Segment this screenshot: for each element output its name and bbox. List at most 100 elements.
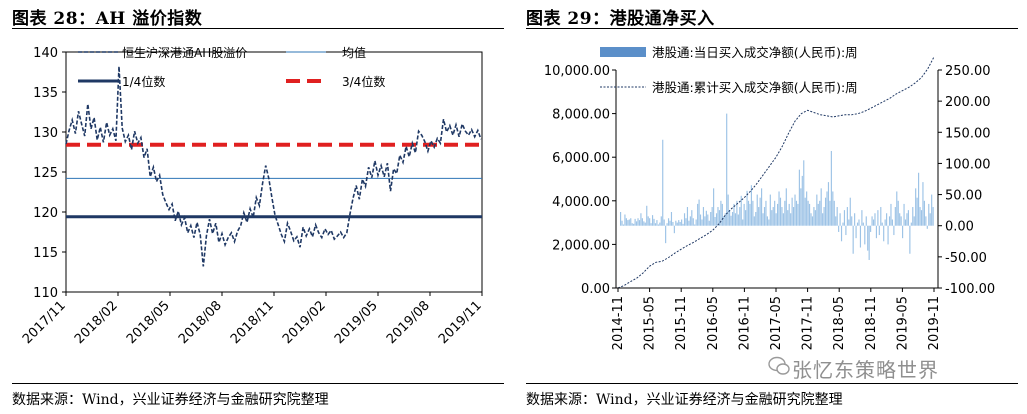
daily-bar (707, 214, 709, 226)
daily-bar (669, 220, 671, 226)
right-left-tick-label: 4,000.00 (552, 195, 610, 210)
daily-bar (915, 188, 917, 226)
daily-bar (878, 225, 880, 236)
daily-bar (717, 207, 719, 226)
left-chart-title: 图表 28：AH 溢价指数 (12, 9, 203, 29)
daily-bar (839, 213, 841, 226)
southbound-flow-chart: 0.00 2,000.00 4,000.00 6,000.00 8,000.00 10,0… (544, 45, 995, 350)
left-y-tick-label: 110 (33, 286, 58, 301)
daily-bar (705, 210, 707, 226)
daily-bar (782, 213, 784, 226)
daily-bar (790, 213, 792, 226)
daily-bar (694, 224, 696, 226)
right-left-tick-label: 6,000.00 (552, 151, 610, 166)
daily-bar (912, 207, 914, 226)
daily-bar (724, 213, 726, 226)
daily-bar (701, 219, 703, 226)
daily-bar (883, 225, 885, 242)
daily-bar (804, 197, 806, 226)
daily-bar (931, 194, 933, 226)
right-left-tick-label: 8,000.00 (552, 108, 610, 123)
daily-bar (842, 222, 844, 226)
daily-bar (762, 213, 764, 226)
daily-bar (742, 219, 744, 226)
daily-bar (775, 213, 777, 226)
wechat-icon (768, 356, 790, 375)
daily-bar (730, 215, 732, 226)
daily-bar (630, 218, 632, 226)
daily-bar (868, 225, 870, 260)
daily-bar (845, 225, 847, 236)
left-x-axis: 2017/11 2018/02 2018/05 2018/08 2018/11 2019/… (20, 292, 485, 347)
right-x-tick-label: 2018-05 (832, 296, 847, 350)
legend-ah-label: 恒生沪深港通AH股溢价 (122, 46, 247, 60)
daily-bar (653, 218, 655, 226)
daily-bar (627, 220, 629, 226)
right-right-tick-label: 250.00 (945, 64, 991, 79)
right-left-tick-label: 2,000.00 (552, 238, 610, 253)
daily-bar (672, 221, 674, 226)
daily-bar (665, 225, 667, 244)
daily-bar (756, 194, 758, 226)
daily-bar (678, 220, 680, 226)
daily-bar (663, 219, 665, 226)
daily-bar (708, 220, 710, 226)
daily-bar (872, 219, 875, 226)
daily-bar (726, 113, 728, 226)
daily-bar (667, 218, 670, 226)
right-chart-title: 图表 29：港股通净买入 (526, 9, 715, 29)
daily-bar (731, 212, 734, 226)
left-y-tick-label: 125 (33, 166, 58, 181)
right-right-tick-label: 50.00 (945, 189, 982, 204)
daily-bar (900, 216, 902, 226)
legend-mean-label: 均值 (342, 45, 366, 60)
daily-bar (813, 207, 815, 226)
daily-bar (814, 210, 816, 226)
daily-bar (792, 207, 795, 226)
right-x-tick-label: 2015-11 (674, 296, 689, 350)
daily-bar (817, 203, 819, 226)
daily-bar (932, 207, 934, 226)
daily-bar (887, 225, 889, 245)
daily-bar (769, 194, 771, 226)
daily-bar (646, 205, 648, 226)
daily-bar (736, 200, 738, 226)
daily-bar (649, 218, 651, 226)
daily-bar (743, 203, 745, 226)
daily-bar (740, 195, 742, 226)
left-source-rule (12, 383, 504, 384)
daily-bar (888, 216, 891, 226)
left-x-tick-label: 2019/02 (280, 298, 329, 347)
watermark-text: 张忆东策略世界 (792, 358, 939, 382)
right-left-tick-label: 0.00 (581, 282, 610, 297)
daily-bar (832, 191, 834, 226)
daily-bar (902, 225, 904, 239)
daily-bar (871, 216, 873, 226)
daily-bar (681, 219, 683, 226)
daily-bar (788, 203, 790, 226)
daily-bar (771, 210, 773, 226)
daily-bar (861, 210, 863, 226)
daily-bar (867, 225, 869, 251)
right-x-tick-label: 2017-05 (769, 296, 784, 350)
right-x-tick-label: 2014-11 (611, 296, 626, 350)
daily-bar (913, 216, 915, 226)
daily-net-buy-bars (620, 113, 934, 260)
daily-bar (702, 207, 705, 226)
right-x-tick-label: 2019-05 (895, 296, 910, 350)
daily-bar (810, 213, 812, 226)
daily-bar (695, 219, 697, 226)
daily-bar (759, 197, 761, 226)
daily-bar (766, 216, 768, 226)
left-x-tick-label: 2019/11 (436, 298, 485, 347)
daily-bar (723, 216, 725, 226)
left-y-tick-label: 140 (33, 46, 58, 61)
daily-bar (864, 225, 866, 245)
daily-bar (749, 203, 751, 226)
daily-bar (704, 216, 706, 226)
daily-bar (641, 218, 643, 226)
legend-daily-swatch (600, 47, 646, 57)
right-left-y-ticks: 0.00 2,000.00 4,000.00 6,000.00 8,000.00 10,0… (544, 64, 616, 297)
right-title-rule (526, 28, 1018, 29)
